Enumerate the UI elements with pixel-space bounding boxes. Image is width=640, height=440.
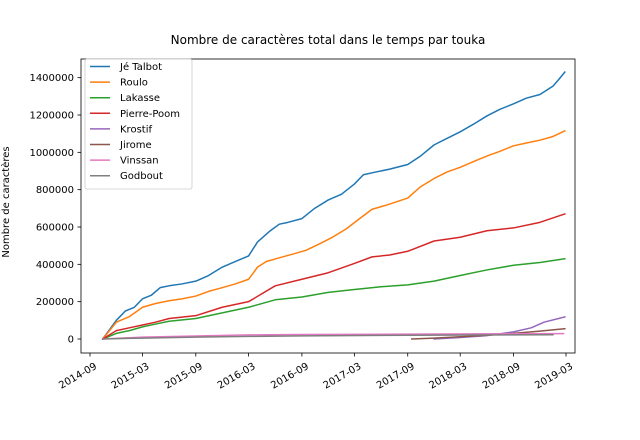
series-line-lakasse bbox=[101, 257, 566, 340]
series-line-roulo bbox=[101, 129, 566, 341]
y-axis-label: Nombre de caractères bbox=[0, 146, 12, 257]
y-tick-label: 600000 bbox=[36, 223, 74, 234]
legend-label-pierre-poom: Pierre-Poom bbox=[120, 109, 180, 120]
plot-area bbox=[80, 58, 576, 354]
legend-label-je-talbot: Jé Talbot bbox=[119, 61, 162, 73]
y-tick-label: 200000 bbox=[36, 297, 74, 308]
plot-frame bbox=[80, 58, 576, 354]
y-tick-label: 1400000 bbox=[29, 73, 74, 84]
legend-label-godbout: Godbout bbox=[120, 171, 163, 182]
legend-label-jirome: Jirome bbox=[119, 140, 152, 151]
series-line-godbout bbox=[101, 333, 554, 340]
legend: Jé Talbot Roulo Lakasse Pierre-Poom Krostif J… bbox=[84, 58, 193, 190]
y-tick-label: 1200000 bbox=[29, 111, 74, 122]
legend-box bbox=[84, 58, 193, 190]
series-line-pierre-poom bbox=[101, 212, 566, 341]
y-tick-label: 400000 bbox=[36, 260, 74, 271]
legend-label-lakasse: Lakasse bbox=[120, 93, 160, 104]
series-lines bbox=[101, 71, 566, 341]
series-line-vinssan bbox=[101, 332, 565, 340]
legend-label-vinssan: Vinssan bbox=[120, 156, 159, 167]
legend-label-roulo: Roulo bbox=[120, 78, 148, 89]
y-tick-label: 0 bbox=[68, 335, 74, 346]
y-axis: 0 200000 400000 600000 800000 1000000 1200000 1… bbox=[29, 73, 81, 346]
chart-title: Nombre de caractères total dans le temps… bbox=[171, 33, 486, 47]
series-line-je-talbot bbox=[101, 71, 566, 341]
y-tick-label: 800000 bbox=[36, 185, 74, 196]
legend-label-krostif: Krostif bbox=[120, 124, 152, 135]
y-tick-label: 1000000 bbox=[29, 148, 74, 159]
